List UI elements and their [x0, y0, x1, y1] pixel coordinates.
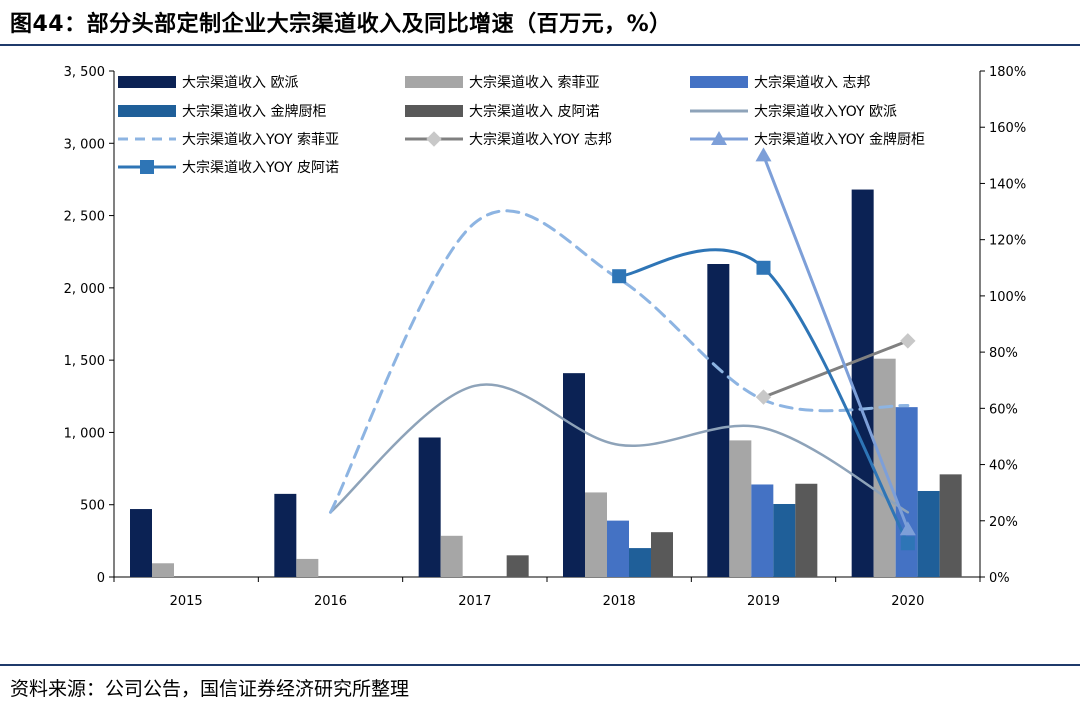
right-tick-label: 160% — [989, 121, 1026, 136]
x-tick-label: 2017 — [458, 594, 491, 609]
bar — [607, 520, 629, 577]
left-tick-label: 2, 000 — [64, 282, 105, 297]
yoy-line — [329, 209, 910, 514]
left-tick-label: 500 — [80, 499, 105, 514]
yoy-square-marker — [900, 536, 915, 551]
bar — [773, 503, 796, 577]
yoy-line — [762, 153, 910, 531]
legend-label: 大宗渠道收入YOY 欧派 — [754, 104, 897, 120]
axes: 0 500 1, 000 1, 500 2, 000 2, 500 3, 000 3, 500… — [64, 65, 1027, 609]
yoy-triangle-marker — [755, 147, 772, 162]
right-tick-label: 100% — [989, 290, 1026, 305]
bar — [418, 437, 441, 577]
bar — [729, 440, 752, 577]
bar — [130, 509, 152, 577]
right-tick-label: 80% — [989, 346, 1018, 361]
yoy-diamond-marker — [755, 389, 772, 405]
right-tick-label: 60% — [989, 402, 1018, 417]
bar — [506, 555, 529, 577]
bar — [851, 189, 874, 577]
yoy-diamond-marker — [900, 333, 916, 349]
left-tick-label: 3, 500 — [64, 65, 105, 80]
top-divider — [0, 44, 1080, 46]
bar — [651, 532, 673, 577]
bar — [585, 492, 607, 577]
yoy-markers — [612, 147, 916, 551]
right-tick-label: 140% — [989, 177, 1026, 192]
left-tick-label: 3, 000 — [64, 137, 105, 152]
yoy-triangle-marker — [899, 521, 916, 536]
bar — [152, 563, 174, 577]
bar — [563, 373, 585, 577]
legend-label: 大宗渠道收入 欧派 — [182, 75, 298, 91]
yoy-triangle-marker — [711, 131, 727, 145]
legend-swatch — [118, 76, 176, 88]
bar — [895, 407, 918, 577]
bar — [296, 558, 319, 577]
legend-label: 大宗渠道收入 金牌厨柜 — [182, 103, 326, 120]
x-tick-label: 2016 — [314, 594, 347, 609]
legend-swatch — [405, 76, 463, 88]
legend-label: 大宗渠道收入 索菲亚 — [469, 74, 599, 91]
right-tick-label: 20% — [989, 515, 1018, 530]
bar — [629, 548, 651, 577]
x-tick-label: 2020 — [891, 594, 924, 609]
yoy-lines — [329, 153, 910, 545]
left-tick-label: 1, 000 — [64, 426, 105, 441]
bottom-divider — [0, 664, 1080, 666]
bar — [917, 490, 940, 577]
left-tick-label: 0 — [97, 571, 105, 586]
bar — [795, 483, 818, 577]
legend-label: 大宗渠道收入 皮阿诺 — [469, 104, 599, 120]
yoy-diamond-marker — [426, 131, 442, 147]
right-tick-label: 0% — [989, 571, 1010, 586]
bar — [939, 474, 962, 577]
chart: 大宗渠道收入 欧派 大宗渠道收入 索菲亚 大宗渠道收入 志邦大宗渠道收入 金牌厨柜大… — [64, 65, 1027, 609]
legend-swatch — [405, 105, 463, 117]
legend-label: 大宗渠道收入YOY 皮阿诺 — [182, 160, 339, 176]
legend-label: 大宗渠道收入YOY 金牌厨柜 — [754, 131, 925, 148]
bar — [751, 484, 774, 577]
right-tick-label: 120% — [989, 234, 1026, 249]
bars — [130, 189, 962, 577]
bar — [274, 493, 297, 577]
x-tick-label: 2015 — [170, 594, 203, 609]
legend-swatch — [118, 105, 176, 117]
yoy-square-marker — [140, 160, 154, 174]
x-tick-label: 2018 — [603, 594, 636, 609]
x-tick-label: 2019 — [747, 594, 780, 609]
left-tick-label: 1, 500 — [64, 354, 105, 369]
bar — [440, 535, 463, 577]
page-title: 图44：部分头部定制企业大宗渠道收入及同比增速（百万元，%） — [10, 12, 672, 37]
yoy-square-marker — [612, 269, 627, 284]
yoy-line — [762, 339, 910, 399]
yoy-line — [617, 248, 910, 545]
legend-swatch — [690, 76, 748, 88]
bar — [707, 264, 730, 577]
legend-label: 大宗渠道收入 志邦 — [754, 75, 870, 91]
source-note: 资料来源：公司公告，国信证券经济研究所整理 — [10, 678, 410, 700]
yoy-square-marker — [756, 260, 771, 275]
yoy-line — [329, 383, 910, 514]
right-tick-label: 180% — [989, 65, 1026, 80]
legend-label: 大宗渠道收入YOY 索菲亚 — [182, 131, 339, 148]
left-tick-label: 2, 500 — [64, 210, 105, 225]
right-tick-label: 40% — [989, 459, 1018, 474]
legend: 大宗渠道收入 欧派 大宗渠道收入 索菲亚 大宗渠道收入 志邦大宗渠道收入 金牌厨柜大… — [118, 74, 925, 176]
legend-label: 大宗渠道收入YOY 志邦 — [469, 132, 612, 148]
